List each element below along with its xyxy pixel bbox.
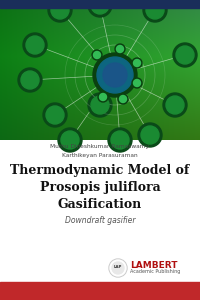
Circle shape [91,0,109,14]
Text: Academic Publishing: Academic Publishing [130,269,180,275]
Circle shape [134,80,140,86]
Circle shape [112,262,124,274]
Circle shape [132,78,142,88]
Bar [0,282,200,300]
Circle shape [18,68,42,92]
Circle shape [94,52,101,58]
Text: LAP: LAP [114,265,122,269]
Text: Muthu Dineshkumar Ramaswamy: Muthu Dineshkumar Ramaswamy [50,144,150,149]
Circle shape [176,46,194,64]
Circle shape [92,50,102,60]
Circle shape [23,33,47,57]
Bar [0,0,200,8]
Circle shape [88,93,112,117]
Text: Gasification: Gasification [58,198,142,211]
Circle shape [166,96,184,114]
Text: Karthikeyan Parasuraman: Karthikeyan Parasuraman [62,153,138,158]
Circle shape [110,260,126,276]
Text: Downdraft gasifier: Downdraft gasifier [65,216,135,225]
Circle shape [61,131,79,149]
Circle shape [91,96,109,114]
Circle shape [118,94,128,104]
Circle shape [51,1,69,19]
Circle shape [141,126,159,144]
Circle shape [103,63,127,87]
Circle shape [111,131,129,149]
Circle shape [138,123,162,147]
Circle shape [88,0,112,17]
Text: LAMBERT: LAMBERT [130,260,178,269]
Circle shape [48,0,72,22]
Circle shape [115,44,125,54]
Circle shape [108,128,132,152]
Circle shape [26,36,44,54]
Text: Prosopis juliflora: Prosopis juliflora [40,181,160,194]
Circle shape [98,92,108,102]
Circle shape [173,43,197,67]
Circle shape [43,103,67,127]
Circle shape [46,106,64,124]
Circle shape [116,46,124,52]
Circle shape [120,95,127,103]
Circle shape [58,128,82,152]
Circle shape [97,57,133,93]
Circle shape [146,1,164,19]
Circle shape [21,71,39,89]
Circle shape [143,0,167,22]
Circle shape [109,259,127,277]
Circle shape [100,94,106,100]
Text: Thermodynamic Model of: Thermodynamic Model of [10,164,190,177]
Circle shape [132,58,142,68]
Circle shape [163,93,187,117]
Circle shape [93,53,137,97]
Circle shape [134,59,140,67]
